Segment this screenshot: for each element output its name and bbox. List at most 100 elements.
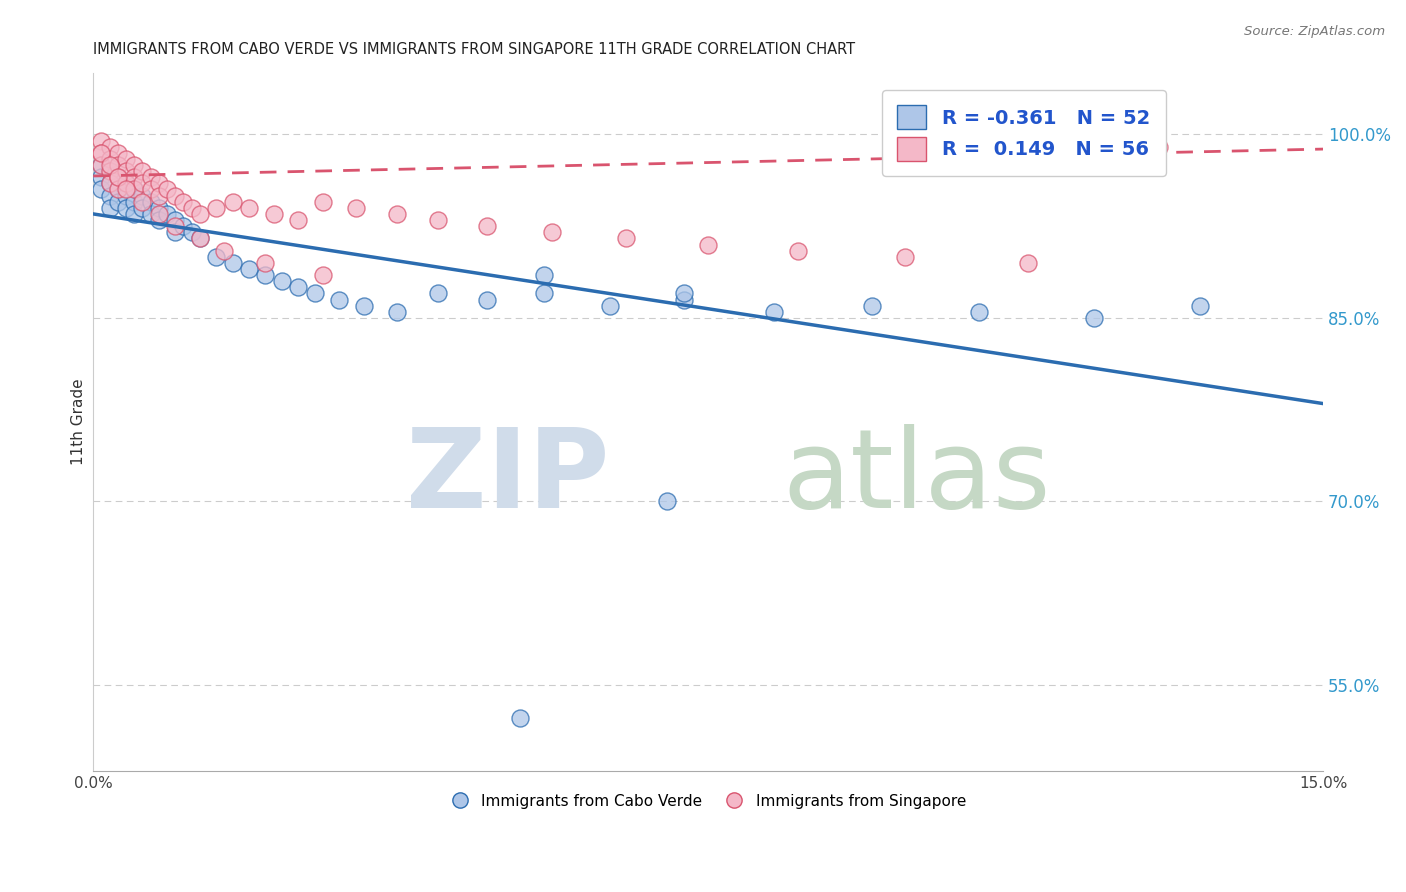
Point: [148, 207, 170, 221]
Point: [165, 188, 187, 202]
Text: IMMIGRANTS FROM CABO VERDE VS IMMIGRANTS FROM SINGAPORE 11TH GRADE CORRELATION C: IMMIGRANTS FROM CABO VERDE VS IMMIGRANTS…: [93, 42, 855, 57]
Point: [90, 170, 112, 185]
Point: [860, 299, 883, 313]
Point: [533, 268, 555, 282]
Point: [98, 164, 121, 178]
Point: [475, 293, 498, 307]
Point: [90, 182, 112, 196]
Point: [221, 194, 243, 209]
Point: [139, 207, 162, 221]
Y-axis label: 11th Grade: 11th Grade: [72, 378, 86, 466]
Point: [107, 194, 129, 209]
Point: [148, 188, 170, 202]
Point: [122, 182, 145, 196]
Text: atlas: atlas: [782, 425, 1050, 532]
Point: [107, 170, 129, 185]
Point: [115, 177, 138, 191]
Point: [139, 182, 162, 196]
Point: [475, 219, 498, 234]
Point: [115, 177, 138, 191]
Point: [426, 286, 449, 301]
Point: [131, 194, 153, 209]
Point: [98, 139, 121, 153]
Point: [287, 280, 309, 294]
Point: [98, 188, 121, 202]
Point: [156, 207, 179, 221]
Point: [263, 207, 285, 221]
Point: [657, 494, 679, 508]
Point: [90, 158, 112, 172]
Point: [762, 305, 785, 319]
Point: [385, 207, 408, 221]
Legend: Immigrants from Cabo Verde, Immigrants from Singapore: Immigrants from Cabo Verde, Immigrants f…: [444, 787, 972, 815]
Point: [205, 201, 228, 215]
Point: [165, 219, 187, 234]
Point: [107, 182, 129, 196]
Point: [107, 170, 129, 185]
Point: [312, 268, 335, 282]
Point: [122, 170, 145, 185]
Point: [156, 182, 179, 196]
Point: [115, 152, 138, 166]
Point: [1189, 299, 1212, 313]
Point: [165, 213, 187, 227]
Point: [172, 194, 194, 209]
Point: [90, 158, 112, 172]
Point: [426, 213, 449, 227]
Point: [107, 170, 129, 185]
Point: [1147, 139, 1170, 153]
Point: [238, 262, 260, 277]
Point: [180, 201, 202, 215]
Point: [672, 286, 695, 301]
Point: [697, 237, 720, 252]
Point: [107, 145, 129, 160]
Point: [98, 158, 121, 172]
Point: [188, 231, 211, 245]
Point: [90, 134, 112, 148]
Point: [894, 250, 917, 264]
Point: [599, 299, 621, 313]
Point: [148, 213, 170, 227]
Point: [115, 188, 138, 202]
Point: [672, 293, 695, 307]
Point: [107, 182, 129, 196]
Point: [115, 182, 138, 196]
Point: [139, 170, 162, 185]
Point: [98, 177, 121, 191]
Point: [98, 164, 121, 178]
Point: [90, 145, 112, 160]
Point: [115, 164, 138, 178]
Point: [533, 286, 555, 301]
Point: [304, 286, 326, 301]
Point: [131, 164, 153, 178]
Point: [205, 250, 228, 264]
Point: [787, 244, 810, 258]
Point: [98, 201, 121, 215]
Point: [139, 194, 162, 209]
Point: [165, 225, 187, 239]
Point: [353, 299, 375, 313]
Point: [344, 201, 367, 215]
Point: [122, 207, 145, 221]
Text: Source: ZipAtlas.com: Source: ZipAtlas.com: [1244, 25, 1385, 38]
Point: [107, 158, 129, 172]
Point: [254, 256, 277, 270]
Point: [98, 177, 121, 191]
Point: [221, 256, 243, 270]
Point: [1083, 310, 1105, 325]
Point: [1017, 256, 1039, 270]
Point: [509, 711, 531, 725]
Point: [385, 305, 408, 319]
Point: [122, 182, 145, 196]
Point: [214, 244, 236, 258]
Point: [328, 293, 350, 307]
Point: [148, 177, 170, 191]
Point: [131, 201, 153, 215]
Point: [98, 152, 121, 166]
Point: [180, 225, 202, 239]
Text: ZIP: ZIP: [406, 425, 610, 532]
Point: [188, 231, 211, 245]
Point: [122, 158, 145, 172]
Point: [967, 305, 990, 319]
Point: [172, 219, 194, 234]
